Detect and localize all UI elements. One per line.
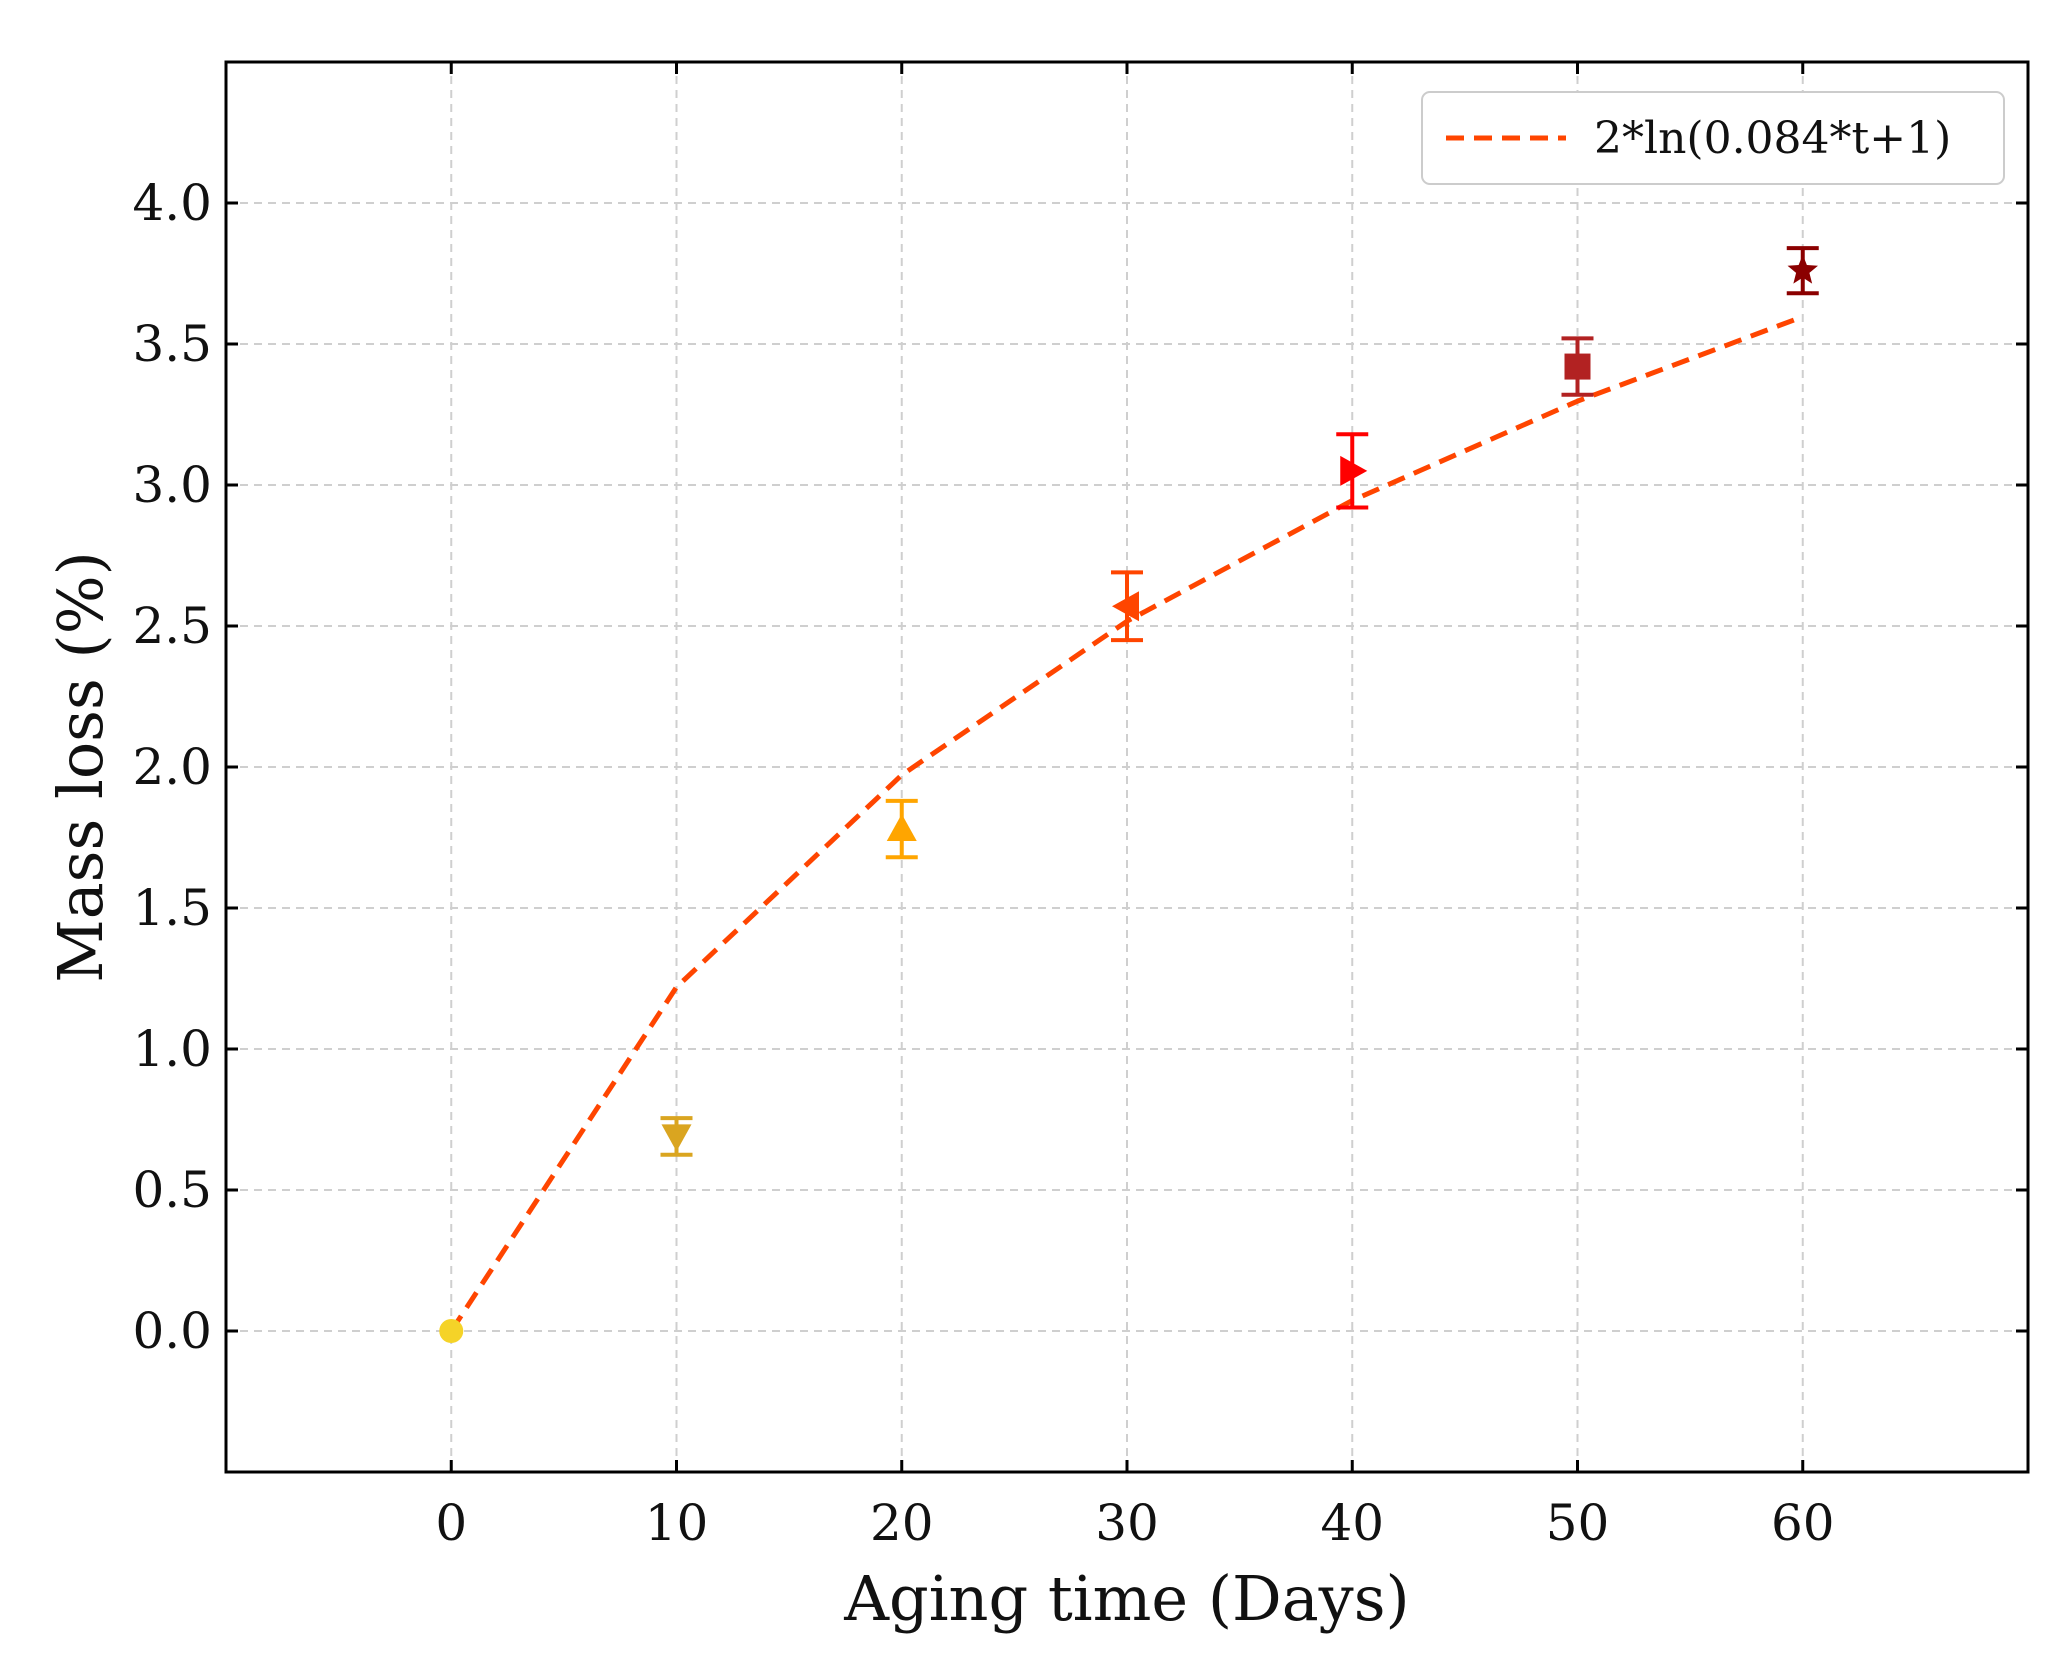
y-axis-title: Mass loss (%) xyxy=(44,551,117,983)
x-tick-label: 40 xyxy=(1320,1494,1384,1552)
data-point-triangle-up xyxy=(886,814,917,842)
data-point-square xyxy=(1564,353,1591,380)
y-tick-label: 1.0 xyxy=(132,1020,212,1078)
data-point-circle xyxy=(439,1319,464,1343)
y-tick-label: 0.5 xyxy=(132,1161,212,1219)
x-axis-title: Aging time (Days) xyxy=(843,1562,1409,1635)
legend-fit-label: 2*ln(0.084*t+1) xyxy=(1594,113,1951,164)
y-tick-label: 1.5 xyxy=(132,879,212,937)
x-tick-label: 30 xyxy=(1095,1494,1159,1552)
data-point-star xyxy=(1787,254,1818,284)
data-points xyxy=(439,246,1819,1343)
x-tick-label: 50 xyxy=(1546,1494,1610,1552)
data-point-triangle-right xyxy=(1340,455,1368,486)
legend-box xyxy=(1421,91,2005,185)
y-tick-label: 2.0 xyxy=(132,738,212,796)
grid xyxy=(226,62,2028,1472)
y-tick-label: 0.0 xyxy=(132,1302,212,1360)
x-tick-label: 60 xyxy=(1771,1494,1835,1552)
y-tick-label: 2.5 xyxy=(132,597,212,655)
y-tick-label: 3.0 xyxy=(132,456,212,514)
legend: 2*ln(0.084*t+1) xyxy=(1421,91,2005,185)
axis-ticks: 0 10 20 30 40 50 60 0.0 0.5 1.0 1.5 2.0 2.5 3.0 3.5 4.0 xyxy=(132,62,2028,1552)
data-point-triangle-down xyxy=(661,1124,692,1152)
y-tick-label: 4.0 xyxy=(132,174,212,232)
y-tick-label: 3.5 xyxy=(132,315,212,373)
data-point-triangle-left xyxy=(1112,591,1139,622)
x-tick-label: 20 xyxy=(870,1494,934,1552)
x-tick-label: 10 xyxy=(645,1494,709,1552)
x-tick-label: 0 xyxy=(435,1494,467,1552)
